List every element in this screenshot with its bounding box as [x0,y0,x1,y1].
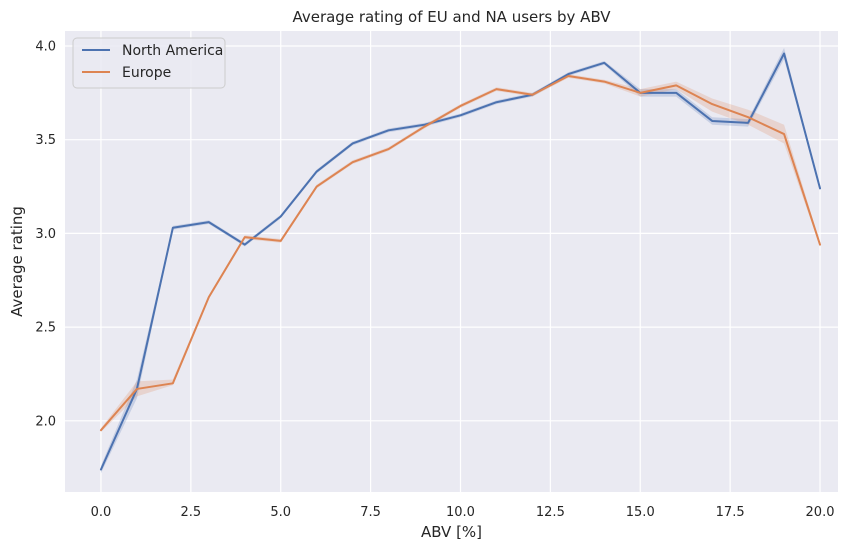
y-tick-label: 3.5 [35,133,56,148]
x-axis-label: ABV [%] [421,523,482,541]
grid [65,31,838,492]
legend-label-europe: Europe [122,65,171,81]
legend-box [72,37,226,89]
x-tick-label: 12.5 [536,505,565,520]
x-tick-label: 17.5 [716,505,745,520]
x-tick-label: 20.0 [806,505,835,520]
x-tick-label: 0.0 [91,505,112,520]
legend-label-north-america: North America [122,43,223,59]
y-tick-label: 3.0 [35,227,56,242]
plot-area [65,31,838,492]
x-tick-label: 10.0 [446,505,475,520]
x-tick-label: 15.0 [626,505,655,520]
legend: North America Europe [72,37,226,89]
y-tick-label: 4.0 [35,39,56,54]
confidence-bands [100,47,821,474]
y-axis-label: Average rating [8,206,26,317]
chart-title: Average rating of EU and NA users by ABV [292,8,611,26]
x-tick-label: 7.5 [360,505,381,520]
x-tick-label: 2.5 [180,505,201,520]
ci-band-europe [100,74,821,433]
series-lines [99,52,822,471]
y-tick-label: 2.5 [35,321,56,336]
x-tick-label: 5.0 [270,505,291,520]
tick-labels: 0.0 2.5 5.0 7.5 10.0 12.5 15.0 17.5 20.0 2.0 2.5 3.… [35,39,834,520]
y-tick-label: 2.0 [35,414,56,429]
